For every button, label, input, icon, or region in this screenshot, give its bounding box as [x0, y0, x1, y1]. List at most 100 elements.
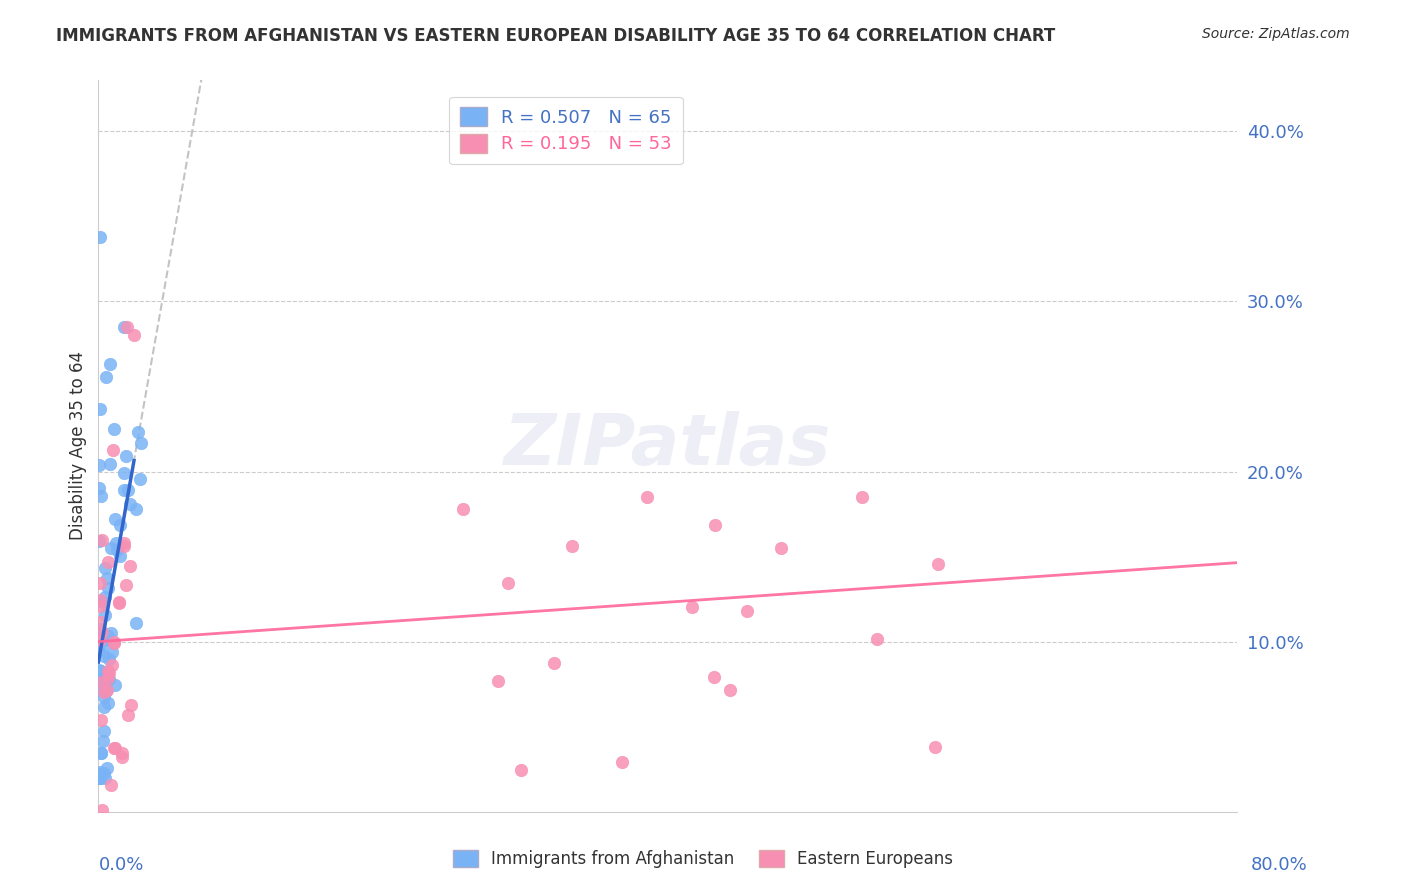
Point [509, 763, 531, 777]
Point [89, 534, 111, 549]
Point [115, 320, 138, 334]
Point [127, 425, 149, 439]
Point [89, 771, 111, 785]
Point [90, 683, 112, 698]
Point [97, 629, 120, 643]
Point [94, 370, 117, 384]
Point [91, 637, 114, 651]
Point [111, 750, 134, 764]
Point [96, 632, 118, 647]
Point [117, 483, 139, 497]
Point [125, 615, 148, 630]
Point [90, 713, 112, 727]
Point [103, 636, 125, 650]
Point [100, 626, 122, 640]
Point [703, 670, 725, 684]
Point [129, 435, 152, 450]
Point [636, 490, 658, 504]
Point [90, 673, 112, 687]
Point [117, 708, 139, 723]
Point [118, 497, 141, 511]
Text: Source: ZipAtlas.com: Source: ZipAtlas.com [1202, 27, 1350, 41]
Point [561, 539, 583, 553]
Point [103, 422, 125, 436]
Point [770, 541, 793, 556]
Point [101, 442, 124, 457]
Point [89, 576, 111, 591]
Point [89, 229, 111, 244]
Point [105, 542, 128, 557]
Point [89, 622, 111, 636]
Point [89, 592, 111, 607]
Point [89, 771, 111, 785]
Point [112, 536, 135, 550]
Point [114, 450, 136, 464]
Point [496, 575, 519, 590]
Point [93, 648, 115, 663]
Point [924, 740, 946, 755]
Point [90, 746, 112, 760]
Point [681, 600, 703, 615]
Point [94, 683, 117, 698]
Point [103, 634, 125, 648]
Point [90, 674, 112, 689]
Point [120, 698, 142, 713]
Point [97, 581, 120, 595]
Point [115, 578, 138, 592]
Point [94, 608, 117, 623]
Point [89, 771, 111, 785]
Point [122, 328, 145, 343]
Text: 0.0%: 0.0% [98, 856, 143, 874]
Text: 80.0%: 80.0% [1251, 856, 1308, 874]
Point [89, 481, 111, 495]
Point [108, 595, 131, 609]
Point [89, 599, 111, 613]
Point [112, 466, 135, 480]
Point [90, 803, 112, 817]
Point [104, 678, 127, 692]
Point [96, 683, 118, 698]
Legend: R = 0.507   N = 65, R = 0.195   N = 53: R = 0.507 N = 65, R = 0.195 N = 53 [449, 96, 683, 164]
Point [103, 740, 125, 755]
Point [97, 671, 120, 685]
Point [735, 604, 758, 618]
Point [94, 591, 117, 605]
Point [866, 632, 889, 647]
Point [128, 472, 150, 486]
Point [107, 596, 129, 610]
Point [93, 685, 115, 699]
Point [90, 674, 112, 689]
Point [114, 539, 136, 553]
Point [486, 674, 509, 689]
Point [100, 541, 122, 556]
Point [96, 697, 118, 711]
Point [98, 457, 121, 471]
Point [90, 665, 112, 679]
Point [96, 571, 118, 585]
Point [89, 401, 111, 416]
Point [451, 501, 474, 516]
Point [90, 746, 112, 760]
Y-axis label: Disability Age 35 to 64: Disability Age 35 to 64 [69, 351, 87, 541]
Point [89, 633, 111, 648]
Point [90, 489, 112, 503]
Point [110, 517, 132, 532]
Point [93, 766, 115, 780]
Point [93, 700, 115, 714]
Point [105, 535, 128, 549]
Point [94, 771, 117, 785]
Point [100, 778, 122, 792]
Point [89, 458, 111, 472]
Point [104, 512, 127, 526]
Point [101, 658, 124, 673]
Point [93, 690, 115, 704]
Legend: Immigrants from Afghanistan, Eastern Europeans: Immigrants from Afghanistan, Eastern Eur… [446, 843, 960, 875]
Point [108, 549, 131, 563]
Point [89, 764, 111, 779]
Text: IMMIGRANTS FROM AFGHANISTAN VS EASTERN EUROPEAN DISABILITY AGE 35 TO 64 CORRELAT: IMMIGRANTS FROM AFGHANISTAN VS EASTERN E… [56, 27, 1056, 45]
Point [91, 734, 114, 748]
Point [104, 741, 127, 756]
Point [98, 358, 121, 372]
Point [101, 645, 124, 659]
Point [97, 555, 120, 569]
